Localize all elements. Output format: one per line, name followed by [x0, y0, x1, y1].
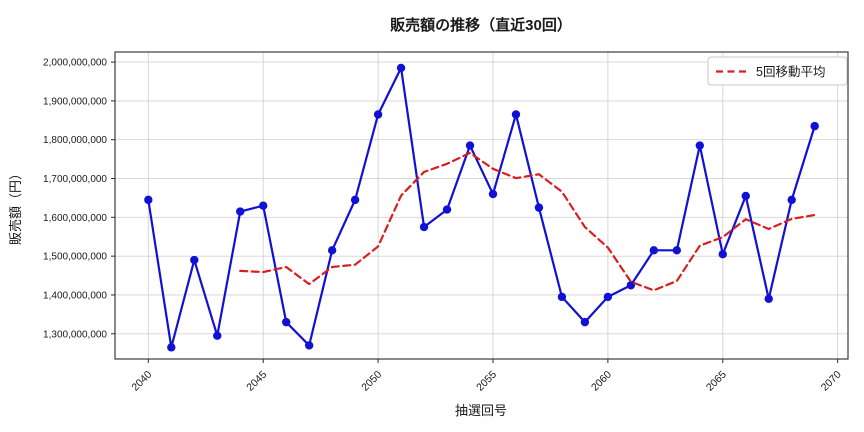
plot-border — [114, 51, 849, 360]
data-point-marker — [603, 292, 613, 302]
tick-layer: 1,300,000,000 1,400,000,000 1,500,000,000 1… — [43, 58, 844, 394]
y-tick-label: 1,600,000,000 — [43, 213, 107, 224]
y-tick-label: 1,800,000,000 — [43, 135, 107, 146]
y-tick-label: 1,400,000,000 — [43, 290, 107, 301]
data-point-marker — [236, 207, 245, 216]
data-point-marker — [396, 63, 406, 73]
data-point-marker — [718, 250, 727, 259]
data-point-marker — [810, 121, 819, 131]
y-tick-label: 1,300,000,000 — [43, 329, 107, 340]
moving-average-line — [239, 151, 816, 292]
data-point-marker — [281, 317, 291, 327]
data-point-marker — [327, 246, 337, 255]
legend: 5回移動平均 — [707, 56, 848, 86]
data-point-marker — [511, 110, 521, 119]
data-point-marker — [373, 110, 383, 119]
data-point-marker — [144, 195, 153, 205]
y-tick-label: 1,500,000,000 — [43, 252, 107, 263]
data-point-marker — [488, 189, 498, 199]
data-point-marker — [259, 201, 268, 210]
x-tick-label: 2070 — [819, 369, 844, 394]
data-point-marker — [534, 203, 544, 212]
data-point-marker — [465, 141, 475, 150]
y-tick-label: 1,900,000,000 — [43, 96, 107, 107]
x-tick-label: 2040 — [129, 369, 154, 394]
data-point-marker — [190, 255, 199, 265]
x-tick-label: 2045 — [244, 369, 269, 394]
x-tick-label: 2060 — [589, 369, 614, 394]
y-axis-label: 販売額（円） — [8, 167, 23, 245]
data-point-marker — [419, 222, 429, 232]
data-point-marker — [350, 195, 360, 205]
grid-layer — [115, 52, 848, 359]
x-tick-label: 2065 — [704, 369, 729, 394]
data-point-marker — [557, 292, 567, 302]
legend-box — [707, 56, 848, 86]
y-tick-label: 2,000,000,000 — [43, 58, 107, 69]
data-point-marker — [213, 331, 222, 340]
data-point-marker — [626, 281, 636, 290]
y-tick-label: 1,700,000,000 — [43, 174, 107, 185]
sales-line — [147, 66, 816, 349]
data-point-marker — [167, 343, 176, 352]
data-point-marker — [695, 141, 704, 150]
legend-entry-moving-average: 5回移動平均 — [756, 65, 825, 79]
series-layer — [144, 63, 819, 352]
x-tick-label: 2050 — [359, 369, 384, 394]
x-tick-label: 2055 — [474, 369, 499, 394]
data-point-marker — [649, 246, 659, 255]
data-point-marker — [304, 341, 314, 350]
data-point-marker — [580, 317, 590, 327]
data-point-marker — [672, 246, 682, 255]
data-point-marker — [764, 294, 773, 304]
data-point-marker — [741, 191, 750, 201]
chart-title: 販売額の推移（直近30回） — [390, 16, 572, 34]
data-point-marker — [787, 195, 796, 205]
data-point-marker — [442, 205, 452, 214]
x-axis-label: 抽選回号 — [455, 403, 507, 418]
